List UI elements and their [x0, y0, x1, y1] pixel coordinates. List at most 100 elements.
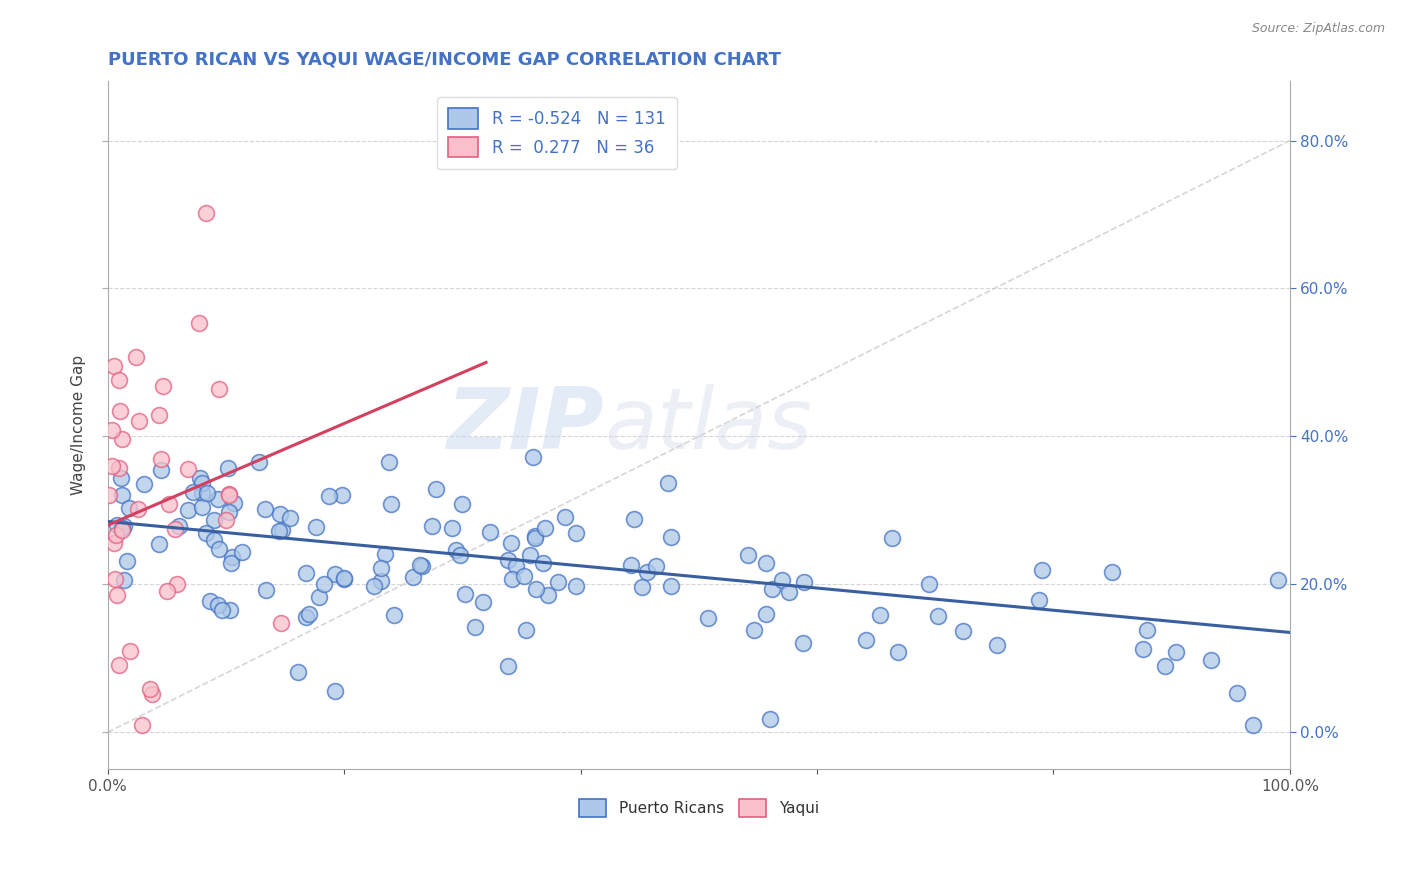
Point: [441, 521, 464, 535]
Point: [207, 541, 229, 556]
Point: [148, 537, 170, 551]
Point: [104, 572, 127, 586]
Point: [181, 484, 204, 499]
Point: [370, 560, 392, 574]
Point: [501, 535, 523, 549]
Point: [755, 607, 778, 622]
Point: [218, 505, 240, 519]
Point: [202, 533, 225, 547]
Point: [374, 547, 396, 561]
Point: [449, 549, 471, 563]
Point: [370, 574, 392, 588]
Point: [208, 382, 231, 396]
Point: [188, 471, 211, 485]
Point: [111, 433, 134, 447]
Point: [637, 565, 659, 579]
Point: [111, 523, 134, 537]
Point: [697, 611, 720, 625]
Point: [533, 521, 555, 535]
Point: [219, 603, 242, 617]
Point: [623, 512, 645, 526]
Point: [105, 588, 128, 602]
Point: [118, 643, 141, 657]
Point: [1101, 566, 1123, 580]
Point: [218, 487, 240, 501]
Point: [270, 615, 292, 630]
Point: [450, 497, 472, 511]
Point: [792, 636, 814, 650]
Point: [471, 595, 494, 609]
Point: [295, 566, 318, 580]
Point: [1028, 592, 1050, 607]
Point: [869, 607, 891, 622]
Point: [519, 549, 541, 563]
Point: [1031, 563, 1053, 577]
Point: [645, 558, 668, 573]
Point: [659, 529, 682, 543]
Text: PUERTO RICAN VS YAQUI WAGE/INCOME GAP CORRELATION CHART: PUERTO RICAN VS YAQUI WAGE/INCOME GAP CO…: [108, 51, 780, 69]
Point: [108, 658, 131, 673]
Point: [165, 523, 187, 537]
Point: [157, 497, 180, 511]
Point: [1199, 653, 1222, 667]
Point: [108, 373, 131, 387]
Point: [112, 573, 135, 587]
Point: [314, 577, 336, 591]
Point: [523, 529, 546, 543]
Y-axis label: Wage/Income Gap: Wage/Income Gap: [72, 355, 86, 495]
Point: [425, 482, 447, 496]
Point: [118, 501, 141, 516]
Point: [761, 582, 783, 596]
Point: [101, 459, 124, 474]
Point: [177, 462, 200, 476]
Point: [742, 623, 765, 637]
Point: [156, 584, 179, 599]
Point: [150, 451, 173, 466]
Point: [139, 681, 162, 696]
Point: [127, 502, 149, 516]
Point: [420, 519, 443, 533]
Point: [402, 570, 425, 584]
Point: [1153, 659, 1175, 673]
Point: [444, 543, 467, 558]
Point: [215, 513, 238, 527]
Point: [755, 556, 778, 570]
Point: [169, 519, 191, 533]
Text: ZIP: ZIP: [447, 384, 605, 467]
Point: [380, 497, 402, 511]
Point: [217, 461, 239, 475]
Point: [501, 572, 523, 586]
Point: [105, 518, 128, 533]
Point: [779, 585, 801, 599]
Point: [378, 455, 401, 469]
Point: [630, 580, 652, 594]
Point: [207, 491, 229, 506]
Point: [219, 556, 242, 570]
Point: [295, 610, 318, 624]
Point: [323, 567, 346, 582]
Point: [222, 496, 245, 510]
Point: [547, 574, 569, 589]
Point: [247, 454, 270, 468]
Point: [308, 590, 330, 604]
Point: [254, 582, 277, 597]
Point: [191, 475, 214, 490]
Point: [479, 525, 502, 540]
Point: [191, 485, 214, 500]
Point: [363, 579, 385, 593]
Point: [287, 665, 309, 679]
Point: [202, 513, 225, 527]
Point: [280, 510, 302, 524]
Point: [112, 519, 135, 533]
Point: [195, 205, 218, 219]
Point: [305, 520, 328, 534]
Point: [565, 525, 588, 540]
Point: [411, 558, 433, 573]
Point: [269, 507, 291, 521]
Point: [513, 569, 536, 583]
Point: [231, 545, 253, 559]
Point: [211, 603, 233, 617]
Point: [191, 500, 214, 515]
Point: [267, 524, 290, 538]
Point: [533, 556, 555, 570]
